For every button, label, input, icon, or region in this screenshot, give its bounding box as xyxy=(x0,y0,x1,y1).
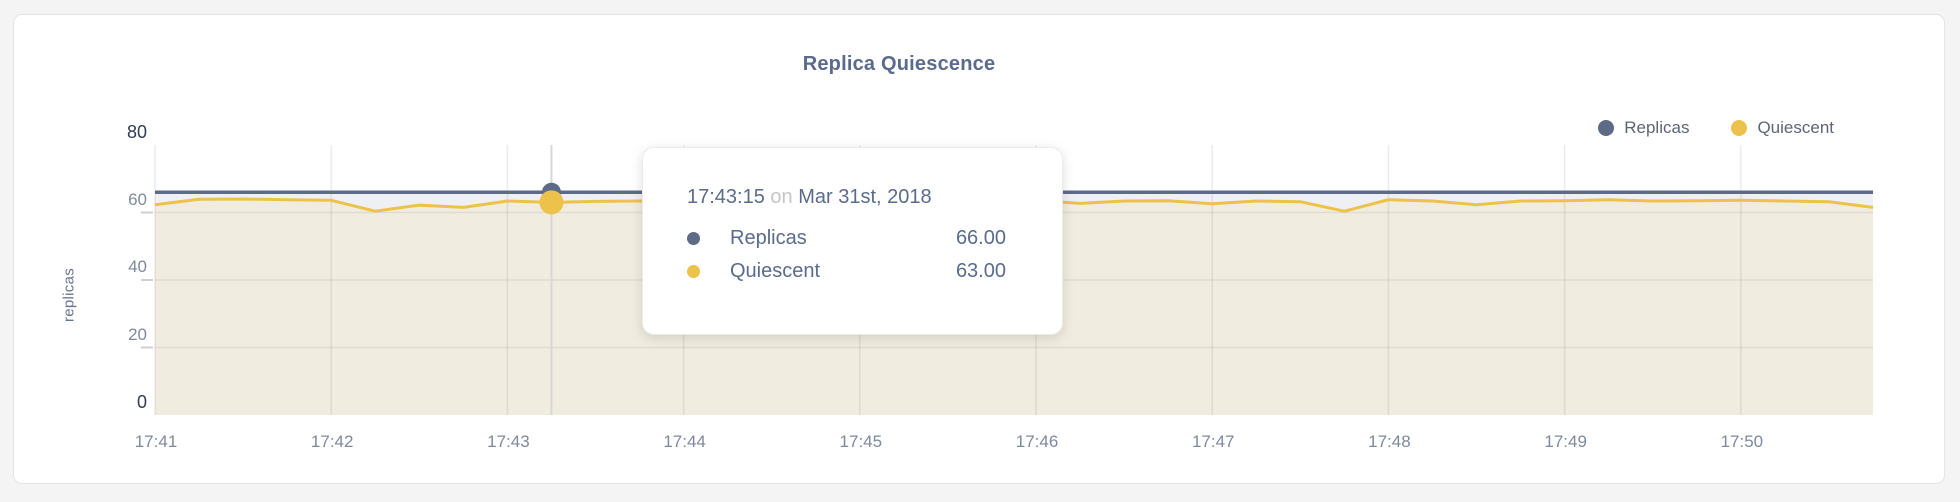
tooltip-series-value: 63.00 xyxy=(955,260,1006,282)
quiescent-dot-icon xyxy=(687,265,700,278)
tooltip-time: 17:43:15 xyxy=(687,186,765,208)
replicas-dot-icon xyxy=(687,232,700,245)
x-tick-label: 17:45 xyxy=(839,432,883,451)
legend-label: Replicas xyxy=(1624,118,1690,137)
x-tick-label: 17:48 xyxy=(1368,432,1411,451)
y-tick-label: 20 xyxy=(128,324,147,344)
tooltip-row-replicas: Replicas 66.00 xyxy=(687,222,1006,255)
x-tick-label: 17:44 xyxy=(663,432,706,451)
y-tick-label: 60 xyxy=(128,189,147,209)
chart-title: Replica Quiescence xyxy=(802,53,996,75)
x-tick-label: 17:41 xyxy=(134,432,178,451)
x-tick-label: 17:50 xyxy=(1720,432,1764,451)
x-tick-label: 17:43 xyxy=(487,432,530,451)
x-tick-label: 17:47 xyxy=(1191,432,1235,451)
y-tick-label: 40 xyxy=(128,257,147,276)
replicas-legend-dot-icon xyxy=(1598,120,1615,136)
legend: Replicas Quiescent xyxy=(1598,118,1834,138)
tooltip-series-label: Quiescent xyxy=(730,260,821,282)
quiescent-legend-dot-icon xyxy=(1731,120,1748,136)
x-tick-label: 17:46 xyxy=(1015,432,1059,451)
y-tick-label: 80 xyxy=(126,122,147,142)
x-tick-label: 17:49 xyxy=(1544,432,1587,451)
legend-item-quiescent[interactable]: Quiescent xyxy=(1731,118,1834,138)
tooltip-row-quiescent: Quiescent 63.00 xyxy=(687,255,1006,288)
legend-item-replicas[interactable]: Replicas xyxy=(1598,118,1689,138)
tooltip-series-label: Replicas xyxy=(730,227,807,249)
hover-marker-quiescent xyxy=(539,190,564,215)
hover-tooltip: 17:43:15 on Mar 31st, 2018 Replicas 66.0… xyxy=(642,147,1063,335)
tooltip-series-value: 66.00 xyxy=(955,227,1006,249)
tooltip-conjunction: on xyxy=(770,186,793,208)
tooltip-header: 17:43:15 on Mar 31st, 2018 xyxy=(687,186,1006,209)
legend-label: Quiescent xyxy=(1757,118,1834,137)
x-tick-label: 17:42 xyxy=(310,432,354,451)
tooltip-date: Mar 31st, 2018 xyxy=(798,186,932,208)
y-tick-label: 0 xyxy=(136,392,147,412)
